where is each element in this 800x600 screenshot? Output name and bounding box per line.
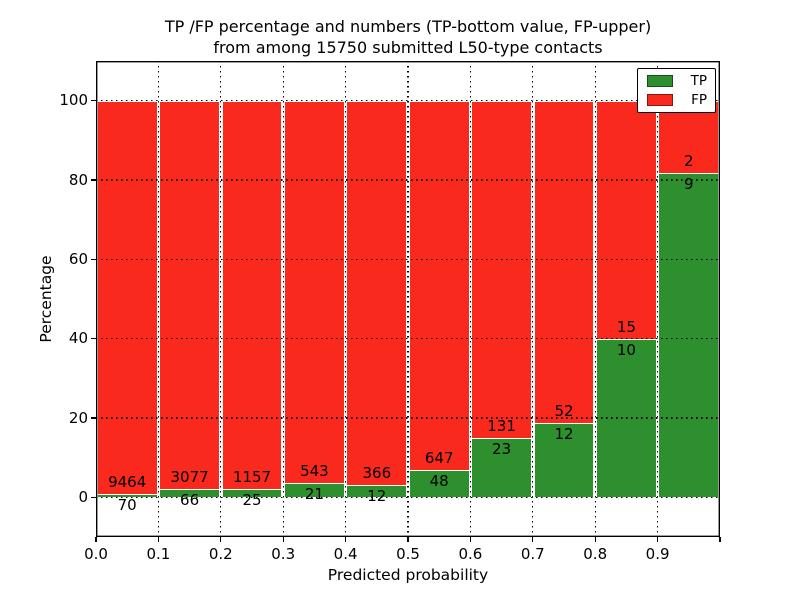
x-tick-label: 0.2 [208,545,233,563]
y-tick-mark [91,99,96,102]
tp-count-label: 12 [554,424,574,443]
x-tick-label: 0.3 [271,545,296,563]
vertical-gridline [220,61,222,537]
bar-segment-fp [160,100,220,489]
tp-count-label: 10 [616,340,636,359]
x-tick-label: 0.7 [520,545,545,563]
x-tick-mark [95,537,97,542]
horizontal-gridline [96,417,720,419]
fp-count-label: 15 [616,317,636,336]
vertical-gridline [469,61,471,537]
x-tick-mark [344,537,347,542]
fp-count-label: 2 [684,151,694,170]
y-tick-mark [91,337,96,340]
x-tick-mark [407,537,409,542]
y-tick-label: 20 [68,408,88,427]
bar-segment-fp [472,100,532,439]
x-tick-mark [656,537,659,542]
horizontal-gridline [96,338,720,340]
bar-segment-fp [284,100,344,483]
y-tick-mark [91,179,96,181]
horizontal-gridline [96,100,720,102]
tp-count-label: 48 [429,471,449,490]
fp-count-label: 3077 [170,468,209,486]
x-tick-label: 0.6 [458,545,483,563]
tp-count-label: 25 [242,490,262,509]
tp-count-label: 21 [304,484,324,503]
chart-title-line1: TP /FP percentage and numbers (TP-bottom… [164,17,652,36]
horizontal-gridline [96,179,720,181]
x-tick-label: 0.4 [333,545,358,563]
vertical-gridline [407,61,409,537]
legend-entry-fp: FP [647,92,707,108]
x-tick-label: 0.0 [84,545,108,563]
y-tick-mark [91,496,96,499]
legend-label-tp: TP [690,73,707,90]
bar-segment-tp [409,469,469,498]
bar-segment-tp [222,488,282,498]
y-tick-label: 60 [68,249,88,268]
vertical-gridline [345,61,347,537]
fp-count-label: 9464 [108,473,147,492]
bar-segment-fp [596,100,656,339]
y-tick-mark [91,258,96,261]
bar-segment-fp [534,100,594,423]
horizontal-gridline [96,496,720,498]
tp-count-label: 70 [117,496,137,515]
fp-count-label: 366 [362,463,392,482]
bar-segment-tp [160,489,220,498]
x-tick-label: 0.9 [645,545,670,563]
bar-segment-fp [347,100,407,485]
x-tick-mark [220,537,222,542]
y-tick-label: 80 [68,170,88,189]
fp-count-label: 131 [487,417,516,436]
vertical-gridline [594,61,596,537]
legend-swatch-tp [647,75,673,88]
tp-count-label: 12 [367,486,387,505]
x-tick-mark [594,537,596,542]
x-tick-mark [157,537,160,542]
bar-segment-fp [409,100,469,470]
bar-segment-tp [472,438,532,498]
x-tick-mark [469,537,472,542]
tp-count-label: 66 [180,491,200,509]
x-tick-mark [719,537,721,542]
tp-count-label: 23 [492,440,512,459]
bar-segment-fp [222,100,282,489]
bar-segment-tp [284,482,344,498]
legend-swatch-fp [647,93,673,106]
y-tick-label: 100 [59,91,88,110]
vertical-gridline [657,61,659,537]
bar-segment-tp [97,494,157,498]
y-tick-mark [91,417,96,419]
x-tick-label: 0.8 [583,545,608,563]
legend-label-fp: FP [691,91,707,108]
x-tick-mark [532,537,534,542]
fp-count-label: 1157 [232,467,272,486]
plot-area: 9464 70 3077 66 1157 25 543 21 366 12 647 48 131 23 52… [96,61,720,537]
bar-segment-tp [534,422,594,498]
vertical-gridline [157,61,159,537]
horizontal-gridline [96,258,720,260]
bar-segment-fp [97,100,157,495]
fp-count-label: 52 [554,401,574,420]
fp-count-label: 647 [424,448,454,467]
x-tick-label: 0.1 [146,545,171,563]
fp-count-label: 543 [300,461,329,480]
legend: TP FP [637,68,716,113]
x-axis-label: Predicted probability [327,566,489,584]
legend-entry-tp: TP [647,73,707,89]
vertical-gridline [532,61,534,537]
y-tick-label: 0 [78,487,88,506]
bar-segment-tp [659,172,719,498]
x-tick-mark [282,537,284,542]
x-tick-label: 0.5 [396,545,420,563]
tp-count-label: 9 [684,174,694,193]
chart-title-line2: from among 15750 submitted L50-type cont… [213,38,603,57]
bar-segment-tp [347,484,407,498]
y-tick-label: 40 [68,329,88,348]
vertical-gridline [282,61,284,537]
chart-title: TP /FP percentage and numbers (TP-bottom… [96,16,720,58]
